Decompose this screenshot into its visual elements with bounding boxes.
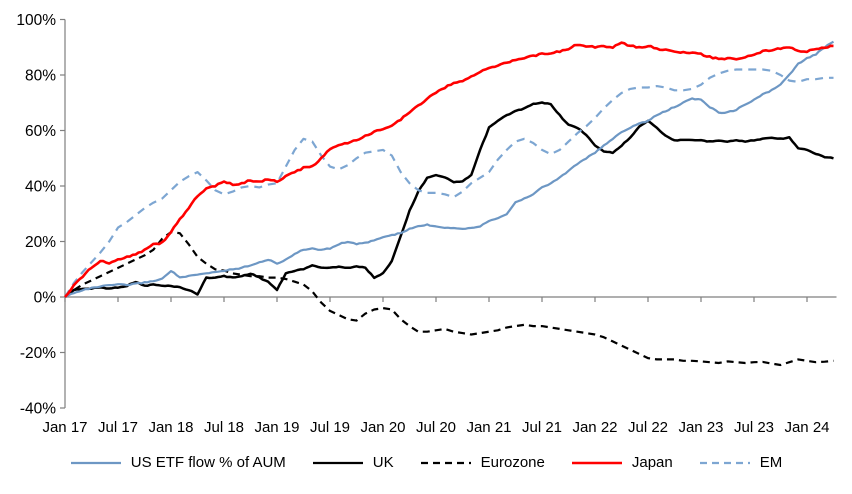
legend-swatch-japan — [571, 461, 622, 464]
x-axis-label: Jul 18 — [204, 419, 244, 436]
y-axis-label: 80% — [25, 68, 56, 85]
x-axis-label: Jul 19 — [310, 419, 350, 436]
series-line-em — [64, 68, 834, 298]
x-axis-label: Jul 20 — [416, 419, 456, 436]
legend-item-eurozone: Eurozone — [420, 454, 545, 471]
x-axis-label: Jan 17 — [42, 419, 87, 436]
series-line-uk — [64, 101, 834, 299]
y-axis-label: 40% — [25, 179, 56, 196]
x-axis-label: Jan 22 — [572, 419, 617, 436]
series-line-japan — [64, 41, 834, 298]
series-line-eurozone — [64, 231, 834, 367]
legend-item-uk: UK — [312, 454, 394, 471]
y-axis-label: 60% — [25, 123, 56, 140]
legend-item-japan: Japan — [571, 454, 673, 471]
legend-label-em: EM — [759, 454, 783, 471]
legend-label-us: US ETF flow % of AUM — [130, 454, 286, 471]
legend-swatch-uk — [312, 461, 363, 464]
legend-label-japan: Japan — [631, 454, 673, 471]
x-axis-label: Jan 20 — [360, 419, 405, 436]
x-axis-label: Jul 17 — [98, 419, 138, 436]
x-axis-label: Jan 23 — [678, 419, 723, 436]
chart-plot-area: 100% 80% 60% 40% 20% 0% -20% -40%Jan 17 Jul 17 Ja… — [16, 12, 837, 436]
legend-swatch-em — [699, 461, 750, 464]
legend-swatch-eurozone — [420, 461, 471, 464]
chart-legend: US ETF flow % of AUM UK Eurozone Japan EM — [0, 454, 852, 471]
legend-label-eurozone: Eurozone — [480, 454, 545, 471]
legend-swatch-us — [70, 461, 121, 464]
y-axis-label: -20% — [20, 345, 56, 362]
x-axis-label: Jan 24 — [784, 419, 829, 436]
x-axis-label: Jul 21 — [522, 419, 562, 436]
x-axis-label: Jan 21 — [466, 419, 511, 436]
y-axis-label: 100% — [16, 12, 56, 29]
legend-item-us: US ETF flow % of AUM — [70, 454, 286, 471]
y-axis-label: -40% — [20, 401, 56, 418]
y-axis-label: 20% — [25, 234, 56, 251]
y-axis-label: 0% — [34, 290, 57, 307]
x-axis-label: Jul 23 — [734, 419, 774, 436]
x-axis-label: Jan 18 — [148, 419, 193, 436]
legend-label-uk: UK — [372, 454, 394, 471]
series-line-us — [64, 40, 835, 298]
legend-item-em: EM — [699, 454, 783, 471]
x-axis-label: Jan 19 — [254, 419, 299, 436]
x-axis-label: Jul 22 — [628, 419, 668, 436]
